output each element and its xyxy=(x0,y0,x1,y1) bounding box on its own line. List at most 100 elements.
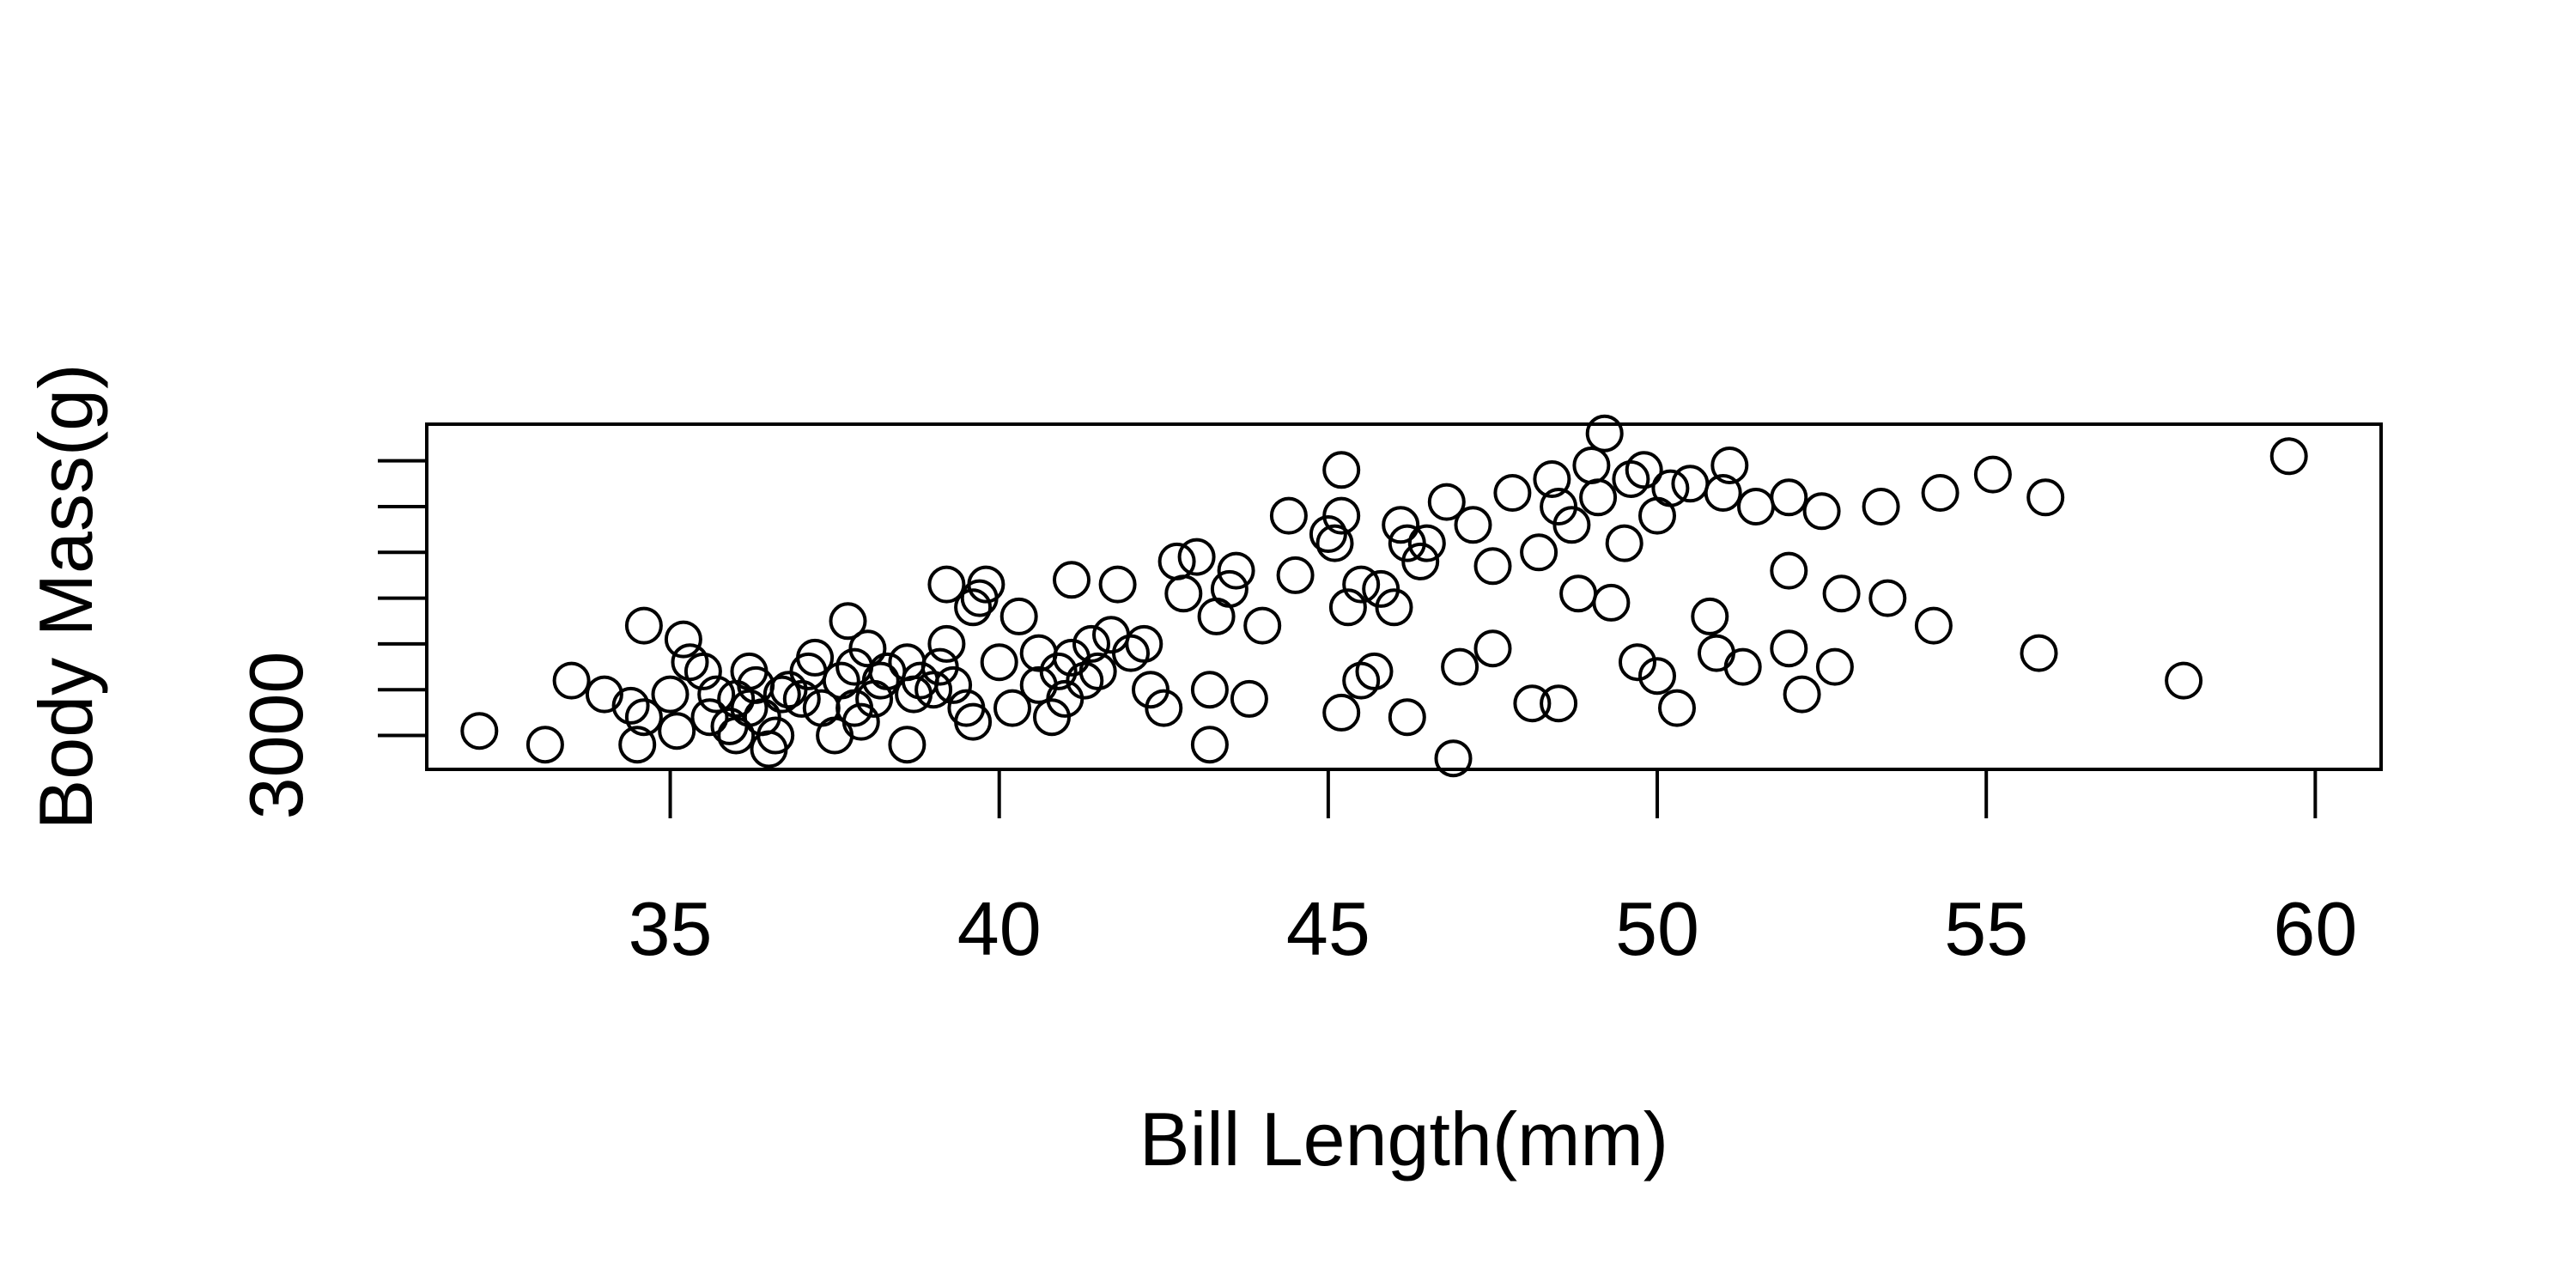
data-point-112 xyxy=(1540,684,1578,723)
data-point-120 xyxy=(1612,460,1650,498)
data-point-131 xyxy=(1710,447,1749,484)
data-point-117 xyxy=(1585,414,1624,453)
data-point-35 xyxy=(841,702,880,741)
data-point-68 xyxy=(1098,565,1137,604)
data-point-146 xyxy=(2020,634,2058,672)
data-point-126 xyxy=(1658,689,1696,727)
data-point-75 xyxy=(1177,538,1216,576)
data-point-92 xyxy=(1342,565,1381,604)
data-point-104 xyxy=(1454,506,1492,544)
data-point-82 xyxy=(1243,606,1282,645)
data-point-149 xyxy=(2269,437,2308,476)
data-point-135 xyxy=(1770,478,1808,517)
data-point-38 xyxy=(861,661,900,700)
data-point-132 xyxy=(1723,647,1762,686)
data-point-55 xyxy=(993,689,1031,727)
data-point-86 xyxy=(1315,524,1354,562)
x-tick-label: 60 xyxy=(2273,886,2357,971)
data-point-113 xyxy=(1552,506,1591,544)
data-point-10 xyxy=(664,620,702,659)
data-point-102 xyxy=(1434,739,1473,778)
data-point-0 xyxy=(460,712,499,750)
data-point-136 xyxy=(1770,629,1808,668)
y-tick-label: 3000 xyxy=(234,652,319,820)
data-point-53 xyxy=(967,565,1005,604)
data-point-140 xyxy=(1822,574,1861,613)
data-point-91 xyxy=(1342,661,1381,700)
data-point-28 xyxy=(796,638,835,677)
data-point-63 xyxy=(1053,561,1091,599)
data-point-72 xyxy=(1145,689,1183,727)
data-point-108 xyxy=(1513,684,1552,723)
data-point-50 xyxy=(954,702,993,741)
data-point-32 xyxy=(829,602,867,641)
data-point-128 xyxy=(1691,597,1729,635)
data-point-65 xyxy=(1072,624,1110,663)
data-point-142 xyxy=(1868,579,1907,617)
data-point-121 xyxy=(1619,643,1656,682)
y-axis-title: Body Mass(g) xyxy=(23,364,108,830)
data-point-88 xyxy=(1322,496,1361,535)
data-point-47 xyxy=(927,565,966,604)
data-point-98 xyxy=(1388,698,1426,737)
data-point-147 xyxy=(2026,478,2065,517)
data-point-51 xyxy=(954,588,993,627)
data-point-19 xyxy=(730,689,769,727)
data-points xyxy=(460,414,2308,778)
data-point-83 xyxy=(1269,496,1308,535)
data-point-144 xyxy=(1921,474,1959,512)
data-point-110 xyxy=(1533,460,1571,498)
data-point-106 xyxy=(1473,547,1512,586)
data-point-70 xyxy=(1125,624,1163,663)
data-point-143 xyxy=(1914,606,1953,645)
data-point-107 xyxy=(1493,474,1532,512)
data-point-87 xyxy=(1322,451,1361,489)
data-point-11 xyxy=(671,643,709,682)
data-point-36 xyxy=(848,629,887,668)
data-point-80 xyxy=(1217,551,1255,590)
data-point-2 xyxy=(552,661,591,700)
data-point-99 xyxy=(1401,542,1440,580)
data-point-44 xyxy=(914,671,953,709)
data-point-101 xyxy=(1427,483,1466,521)
data-point-130 xyxy=(1704,474,1742,512)
x-tick-label: 35 xyxy=(629,886,713,971)
data-point-103 xyxy=(1441,647,1479,686)
data-point-60 xyxy=(1039,652,1078,690)
data-point-56 xyxy=(999,597,1038,635)
y-axis: 3000 xyxy=(234,459,427,820)
data-point-5 xyxy=(618,726,657,764)
data-point-119 xyxy=(1605,524,1643,562)
data-point-14 xyxy=(697,675,736,714)
data-point-24 xyxy=(762,675,801,714)
data-point-7 xyxy=(624,698,663,737)
data-point-77 xyxy=(1190,726,1229,764)
data-point-64 xyxy=(1066,661,1104,700)
data-point-8 xyxy=(651,675,690,714)
data-point-145 xyxy=(1973,455,2012,494)
data-point-125 xyxy=(1651,469,1690,507)
data-point-13 xyxy=(690,698,729,737)
x-tick-label: 45 xyxy=(1286,886,1370,971)
data-point-137 xyxy=(1783,675,1821,714)
data-point-138 xyxy=(1802,492,1841,531)
x-axis: 35 40 45 50 55 60 xyxy=(629,769,2357,971)
data-point-76 xyxy=(1190,671,1229,709)
data-point-74 xyxy=(1164,574,1203,613)
data-point-93 xyxy=(1355,652,1394,690)
data-point-95 xyxy=(1375,588,1413,627)
data-point-1 xyxy=(526,726,564,764)
x-tick-label: 50 xyxy=(1615,886,1699,971)
data-point-66 xyxy=(1078,652,1117,690)
data-point-116 xyxy=(1579,478,1618,517)
data-point-79 xyxy=(1210,569,1249,608)
data-point-23 xyxy=(756,716,795,755)
data-point-139 xyxy=(1815,647,1854,686)
data-point-122 xyxy=(1625,451,1663,489)
data-point-81 xyxy=(1230,679,1268,718)
data-point-105 xyxy=(1473,629,1512,668)
data-point-6 xyxy=(624,606,663,645)
x-axis-title: Bill Length(mm) xyxy=(1139,1097,1668,1182)
